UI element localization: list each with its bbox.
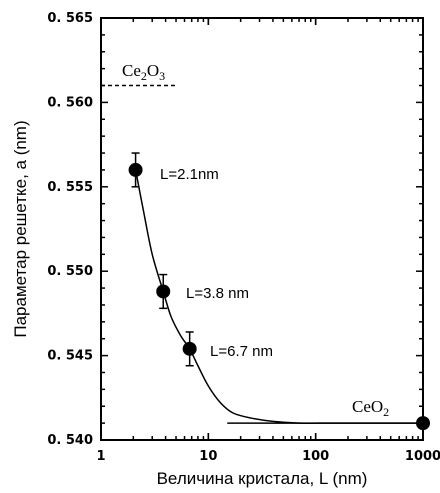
plot-frame [100, 17, 424, 441]
point-label-3: L=6.7 nm [210, 343, 273, 360]
y-tick-label: 0. 565 [47, 11, 93, 26]
x-axis-title: Величина кристала, L (nm) [157, 469, 368, 488]
fit-curve [134, 169, 423, 424]
y-tick-label: 0. 555 [47, 180, 93, 195]
y-tick-label: 0. 550 [47, 264, 93, 279]
data-point-3 [182, 341, 197, 356]
x-tick-label: 100 [302, 449, 329, 464]
point-label-1: L=2.1nm [160, 166, 219, 183]
x-tick-label: 10 [199, 449, 217, 464]
y-axis-title: Параметар решетке, a (nm) [11, 120, 30, 337]
x-tick-label: 1000 [405, 449, 440, 464]
ce2o3-label: Ce2O3 [122, 61, 165, 83]
y-tick-label: 0. 560 [47, 95, 93, 110]
data-point-1 [128, 162, 143, 177]
x-tick-label: 1 [96, 449, 105, 464]
data-point-2 [156, 284, 171, 299]
point-label-2: L=3.8 nm [186, 285, 249, 302]
ceo2-label: CeO2 [352, 397, 389, 419]
y-tick-label: 0. 545 [47, 349, 93, 364]
y-tick-label: 0. 540 [47, 433, 93, 448]
